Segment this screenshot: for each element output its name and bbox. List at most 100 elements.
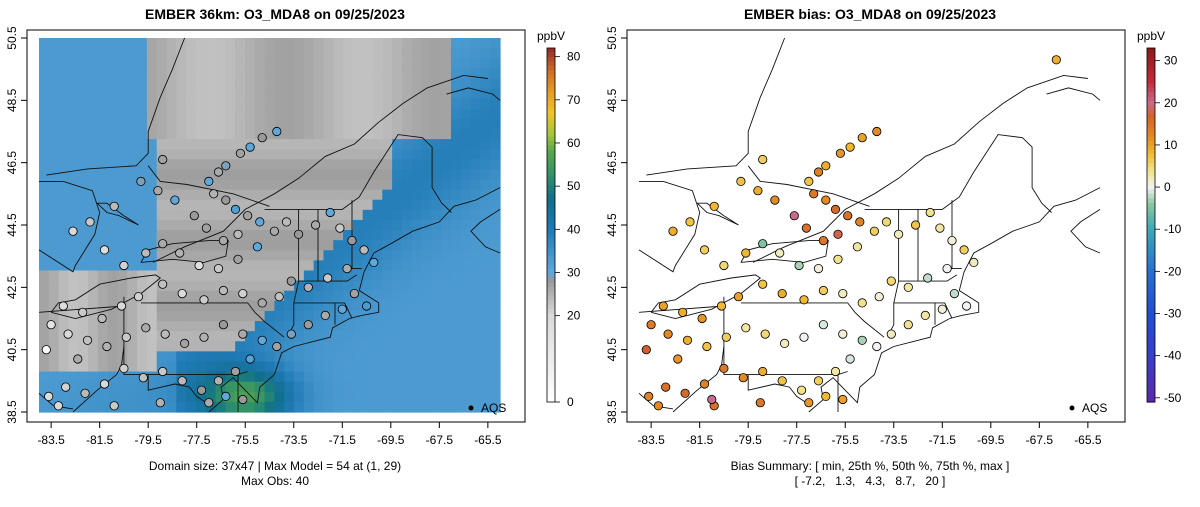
heatmap-cell: [470, 128, 481, 140]
observation-point: [155, 398, 165, 408]
heatmap-cell: [382, 78, 393, 90]
heatmap-cell: [166, 48, 177, 59]
heatmap-cell: [333, 88, 344, 100]
colorbar-segment: [547, 375, 555, 381]
heatmap-cell: [294, 310, 305, 322]
heatmap-cell: [215, 351, 226, 363]
observation-point: [153, 186, 163, 196]
heatmap-cell: [254, 371, 266, 383]
heatmap-cell: [313, 280, 325, 292]
bias-point: [775, 248, 785, 258]
heatmap-cell: [323, 58, 334, 69]
observation-point: [82, 335, 93, 345]
colorbar-segment: [1147, 384, 1155, 390]
heatmap-cell: [264, 219, 276, 231]
heatmap-cell: [215, 139, 226, 150]
colorbar-segment: [547, 109, 555, 115]
bias-point: [818, 236, 828, 246]
heatmap-cell: [254, 118, 266, 130]
heatmap-cell: [352, 219, 364, 231]
heatmap-cell: [480, 371, 491, 383]
heatmap-cell: [441, 108, 452, 120]
heatmap-cell: [205, 139, 217, 150]
map-plot-area: [26, 29, 526, 423]
bias-point: [653, 401, 664, 411]
heatmap-cell: [88, 280, 99, 292]
heatmap-cell: [215, 331, 226, 342]
observation-point: [347, 236, 357, 246]
heatmap-cell: [401, 78, 413, 90]
heatmap-cell: [166, 199, 177, 211]
heatmap-cell: [244, 179, 256, 191]
heatmap-cell: [470, 88, 481, 100]
heatmap-cell: [343, 118, 354, 130]
heatmap-cell: [303, 118, 315, 130]
heatmap-cell: [421, 260, 432, 272]
coastline: [446, 87, 501, 101]
heatmap-cell: [411, 189, 423, 201]
bias-point: [925, 207, 935, 218]
heatmap-cell: [117, 149, 128, 160]
bias-point: [755, 398, 765, 408]
heatmap-cell: [137, 270, 148, 282]
heatmap-cell: [127, 139, 138, 150]
heatmap-cell: [490, 290, 501, 302]
heatmap-cell: [303, 139, 315, 150]
heatmap-cell: [392, 199, 403, 211]
bias-point: [821, 391, 831, 401]
heatmap-cell: [441, 230, 452, 241]
heatmap-cell: [441, 260, 452, 272]
heatmap-cell: [78, 118, 89, 130]
boundary-line: [351, 200, 362, 270]
colorbar-segment: [547, 273, 555, 279]
heatmap-cell: [107, 68, 119, 80]
x-tick-label: -81.5: [86, 433, 114, 447]
colorbar-segment: [547, 127, 555, 133]
heatmap-cell: [39, 331, 50, 342]
heatmap-cell: [401, 179, 413, 191]
colorbar-segment: [1147, 309, 1155, 315]
heatmap-cell: [176, 321, 187, 332]
bias-point: [641, 345, 651, 355]
observation-point: [158, 366, 168, 377]
heatmap-cell: [225, 240, 236, 251]
colorbar-segment: [547, 393, 555, 399]
heatmap-cell: [58, 149, 70, 160]
heatmap-cell: [68, 300, 79, 312]
heatmap-cell: [323, 240, 334, 251]
domain-summary: Domain size: 37x47 | Max Model = 54 at (…: [149, 459, 401, 473]
heatmap-cell: [480, 88, 491, 100]
colorbar-segment: [547, 87, 555, 93]
heatmap-cell: [146, 300, 158, 312]
observation-point: [121, 332, 131, 342]
heatmap-cell: [382, 48, 393, 59]
heatmap-cell: [107, 149, 119, 160]
heatmap-cell: [88, 159, 99, 171]
heatmap-cell: [401, 260, 413, 272]
heatmap-cell: [137, 98, 148, 110]
heatmap-cell: [68, 118, 79, 130]
heatmap-cell: [127, 68, 138, 80]
heatmap-cell: [421, 128, 432, 140]
heatmap-cell: [117, 219, 128, 231]
coastline: [1046, 87, 1101, 101]
heatmap-cell: [284, 159, 295, 171]
heatmap-cell: [195, 48, 207, 59]
heatmap-cell: [107, 331, 119, 342]
heatmap-cell: [254, 260, 266, 272]
heatmap-cell: [480, 230, 491, 241]
heatmap-cell: [195, 179, 207, 191]
heatmap-cell: [137, 280, 148, 292]
heatmap-cell: [343, 149, 354, 160]
heatmap-cell: [382, 98, 393, 110]
heatmap-cell: [97, 189, 109, 201]
colorbar-segment: [1147, 291, 1155, 297]
bias-point: [881, 217, 892, 227]
heatmap-cell: [146, 58, 158, 69]
y-tick-label: 38.5: [605, 400, 619, 424]
heatmap-cell: [166, 331, 177, 342]
colorbar-segment: [547, 101, 555, 107]
heatmap-cell: [372, 48, 383, 59]
boundary-line: [935, 302, 953, 319]
